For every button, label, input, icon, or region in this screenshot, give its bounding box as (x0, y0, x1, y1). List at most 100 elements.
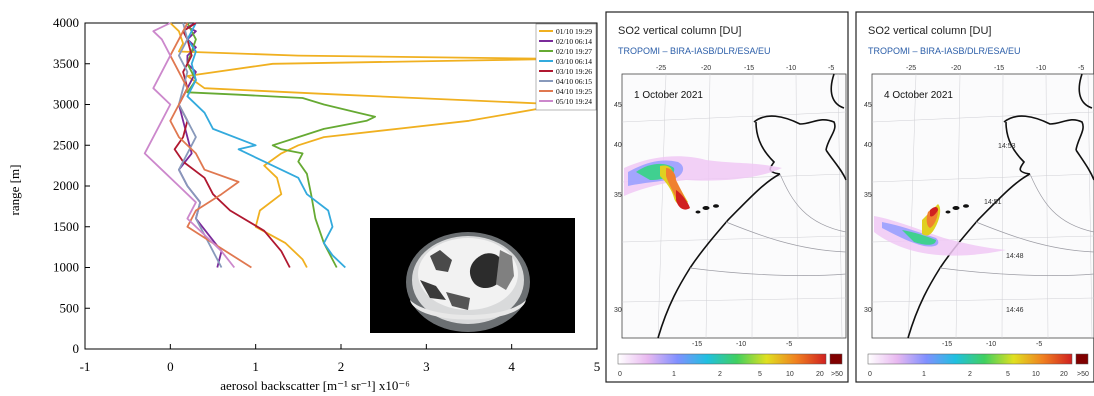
svg-text:35: 35 (614, 192, 622, 199)
lidar-chart: -1 0 1 2 3 4 5 0500100015002000250030003500400… (7, 15, 600, 393)
svg-text:35: 35 (864, 192, 872, 199)
x-tick-label: 3 (423, 359, 430, 374)
svg-text:-25: -25 (656, 65, 666, 72)
y-tick-label: 500 (60, 300, 80, 315)
svg-text:14:48: 14:48 (1006, 253, 1024, 260)
x-tick-labels: -1 0 1 2 3 4 5 (80, 359, 601, 374)
map-1-date: 1 October 2021 (634, 90, 703, 101)
series-line-7 (169, 22, 252, 269)
y-tick-label: 1500 (53, 219, 79, 234)
legend-entry: 01/10 19:29 (556, 27, 592, 36)
y-tick-label: 2500 (53, 137, 79, 152)
y-axis-label: range [m] (7, 165, 22, 216)
y-tick-label: 0 (73, 341, 80, 356)
so2-map-panel-2: SO2 vertical column [DU] TROPOMI – BIRA-… (855, 11, 1094, 383)
svg-text:45: 45 (614, 102, 622, 109)
svg-text:5: 5 (758, 371, 762, 378)
map-2-top-ticks: -25 -20 -15 -10 -5 (906, 65, 1084, 72)
map-2-so2-plume (874, 204, 1006, 256)
map-2-subtitle: TROPOMI – BIRA-IASB/DLR/ESA/EU (868, 46, 1021, 56)
y-tick-labels: 0 500 1000 1500 2000 2500 3000 3500 4000 (53, 15, 79, 356)
grid-lines (84, 22, 598, 350)
map-1-colorbar: 0 1 2 5 10 20 >50 (617, 353, 843, 378)
legend-entry: 04/10 19:25 (556, 87, 592, 96)
y-tick-label: 3500 (53, 56, 79, 71)
legend-entry: 05/10 19:24 (556, 97, 592, 106)
svg-text:2: 2 (718, 371, 722, 378)
svg-text:5: 5 (1006, 371, 1010, 378)
legend-box (535, 23, 597, 111)
sky-camera-photo (370, 218, 575, 333)
map-1-so2-plume (624, 156, 782, 210)
svg-text:1: 1 (922, 371, 926, 378)
x-tick-label: 5 (594, 359, 601, 374)
map-2-date: 4 October 2021 (884, 90, 953, 101)
legend-entry: 02/10 19:27 (556, 47, 592, 56)
svg-text:-20: -20 (701, 65, 711, 72)
svg-text:-5: -5 (1078, 65, 1084, 72)
svg-text:30: 30 (864, 307, 872, 314)
map-1-left-ticks: 45 40 35 30 (614, 102, 622, 314)
map-2-time-labels: 14:53 14:51 14:48 14:46 (984, 143, 1024, 314)
svg-text:10: 10 (786, 371, 794, 378)
map-2-borders (939, 173, 1094, 276)
svg-text:-5: -5 (786, 341, 792, 348)
svg-text:14:46: 14:46 (1006, 307, 1024, 314)
svg-text:-15: -15 (744, 65, 754, 72)
map-2-frame (871, 73, 1094, 339)
series-lines (143, 22, 564, 269)
x-tick-label: -1 (80, 359, 91, 374)
y-tick-label: 4000 (53, 15, 79, 30)
svg-text:45: 45 (864, 102, 872, 109)
svg-text:-5: -5 (1036, 341, 1042, 348)
legend-entry: 04/10 06:15 (556, 77, 592, 86)
map-1-graticule (621, 73, 847, 339)
svg-text:-10: -10 (736, 341, 746, 348)
svg-text:14:51: 14:51 (984, 199, 1002, 206)
svg-text:1: 1 (672, 371, 676, 378)
x-tick-label: 1 (252, 359, 259, 374)
series-line-3 (186, 22, 377, 268)
map-2-left-ticks: 45 40 35 30 (864, 102, 872, 314)
svg-text:40: 40 (864, 142, 872, 149)
series-line-8 (143, 22, 236, 269)
map-2-colorbar: 0 1 2 5 10 20 >50 (867, 353, 1089, 378)
x-tick-label: 0 (167, 359, 174, 374)
legend-entry: 02/10 06:14 (556, 37, 592, 46)
svg-text:-15: -15 (942, 341, 952, 348)
map-1-top-ticks: -25 -20 -15 -10 -5 (656, 65, 834, 72)
y-tick-label: 1000 (53, 260, 79, 275)
y-tick-label: 2000 (53, 178, 79, 193)
x-tick-label: 4 (508, 359, 515, 374)
svg-text:40: 40 (614, 142, 622, 149)
svg-text:0: 0 (618, 371, 622, 378)
x-tick-label: 2 (338, 359, 345, 374)
series-line-5 (173, 22, 291, 268)
svg-text:30: 30 (614, 307, 622, 314)
series-line-4 (186, 22, 346, 269)
map-1-title: SO2 vertical column [DU] (618, 25, 741, 37)
series-line-1 (169, 22, 564, 268)
x-axis-label: aerosol backscatter [m⁻¹ sr⁻¹] x10⁻⁶ (220, 378, 410, 393)
svg-text:>50: >50 (831, 371, 843, 378)
svg-text:>50: >50 (1077, 371, 1089, 378)
svg-text:20: 20 (1060, 371, 1068, 378)
map-2-islands (945, 204, 969, 214)
y-tick-label: 3000 (53, 97, 79, 112)
svg-text:-20: -20 (951, 65, 961, 72)
svg-text:-15: -15 (692, 341, 702, 348)
svg-text:-10: -10 (786, 65, 796, 72)
map-1-subtitle: TROPOMI – BIRA-IASB/DLR/ESA/EU (618, 46, 771, 56)
svg-text:-15: -15 (994, 65, 1004, 72)
svg-text:-5: -5 (828, 65, 834, 72)
so2-map-panel-1: SO2 vertical column [DU] TROPOMI – BIRA-… (605, 11, 849, 383)
svg-text:-10: -10 (1036, 65, 1046, 72)
map-1-bottom-ticks: -15 -10 -5 (692, 341, 792, 348)
svg-text:10: 10 (1032, 371, 1040, 378)
map-1-islands (695, 204, 719, 214)
svg-text:14:53: 14:53 (998, 143, 1016, 150)
map-2-graticule (871, 73, 1094, 339)
legend-entry: 03/10 06:14 (556, 57, 592, 66)
